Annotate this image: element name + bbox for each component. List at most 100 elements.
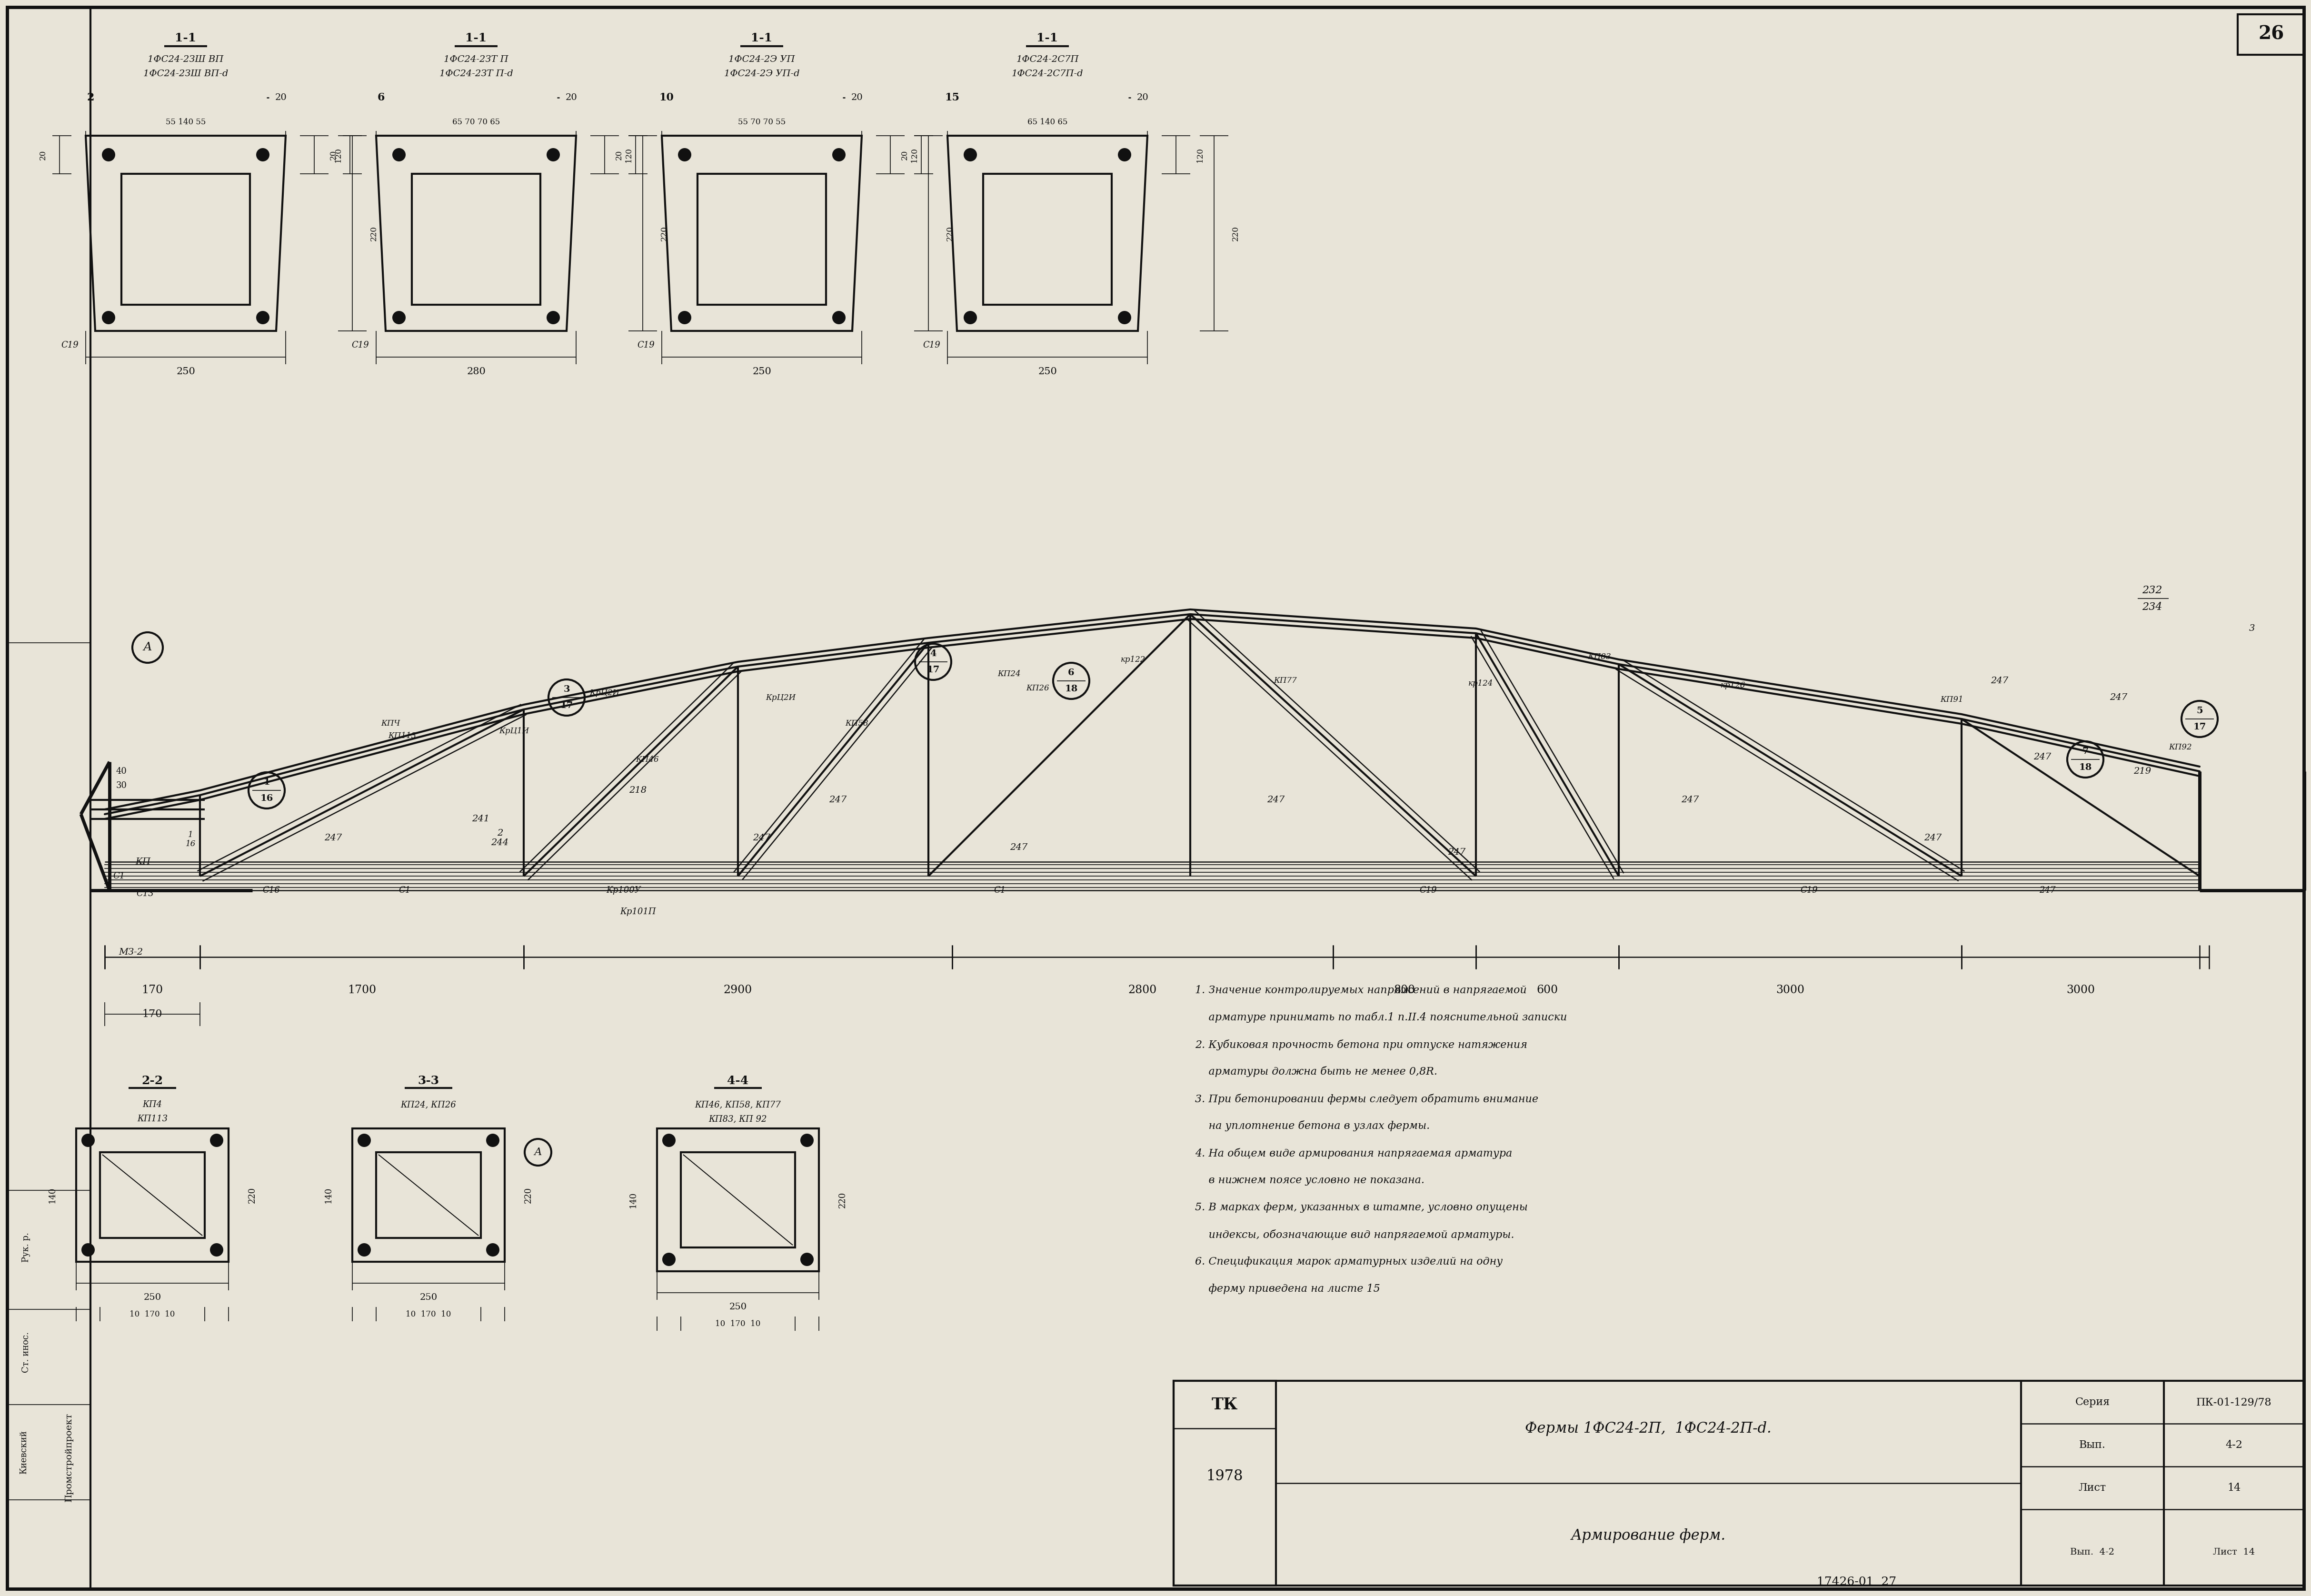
Text: 18: 18 (2080, 763, 2091, 772)
Text: 800: 800 (1394, 985, 1414, 996)
Text: КрЦ2И: КрЦ2И (589, 689, 619, 697)
Text: 20: 20 (901, 150, 908, 160)
Text: 65 140 65: 65 140 65 (1028, 118, 1068, 126)
Text: 10  170  10: 10 170 10 (129, 1310, 176, 1318)
Text: КП91: КП91 (1941, 696, 1964, 704)
Text: в нижнем поясе условно не показана.: в нижнем поясе условно не показана. (1195, 1175, 1424, 1186)
Text: 26: 26 (2258, 26, 2283, 43)
Text: 250: 250 (176, 367, 194, 377)
Text: 120: 120 (335, 147, 342, 163)
Text: 247: 247 (2038, 886, 2054, 895)
Text: 40: 40 (116, 768, 127, 776)
Text: Фермы 1ФС24-2П,  1ФС24-2П-d.: Фермы 1ФС24-2П, 1ФС24-2П-d. (1525, 1420, 1773, 1436)
Text: 250: 250 (730, 1302, 746, 1312)
Text: 20: 20 (328, 150, 337, 160)
Text: 220: 220 (370, 225, 377, 241)
Text: 55 70 70 55: 55 70 70 55 (737, 118, 786, 126)
Text: арматуре принимать по табл.1 п.II.4 пояснительной записки: арматуре принимать по табл.1 п.II.4 пояс… (1195, 1012, 1567, 1023)
Text: кр126: кр126 (1722, 681, 1745, 689)
Circle shape (663, 1133, 675, 1148)
Text: ПК-01-129/78: ПК-01-129/78 (2195, 1396, 2272, 1408)
Text: 247: 247 (1925, 833, 1941, 843)
Text: Вып.: Вып. (2080, 1440, 2105, 1451)
Text: 247: 247 (830, 796, 846, 804)
Text: Ст. инос.: Ст. инос. (21, 1331, 30, 1373)
Circle shape (102, 311, 116, 324)
Text: 1-1: 1-1 (176, 32, 196, 43)
Text: 10  170  10: 10 170 10 (714, 1320, 760, 1328)
Circle shape (548, 148, 559, 161)
Circle shape (832, 311, 846, 324)
Text: 30: 30 (116, 782, 127, 790)
Text: 120: 120 (624, 147, 633, 163)
Text: С1: С1 (400, 886, 411, 895)
Text: кр124: кр124 (1467, 680, 1493, 688)
Text: КП46, КП58, КП77: КП46, КП58, КП77 (696, 1100, 781, 1109)
Circle shape (485, 1243, 499, 1256)
Circle shape (1119, 311, 1130, 324)
Text: КП113: КП113 (136, 1114, 169, 1124)
Text: 17426-01  27: 17426-01 27 (1816, 1577, 1897, 1586)
Text: 55 140 55: 55 140 55 (166, 118, 206, 126)
Text: 18: 18 (1065, 685, 1077, 693)
Text: 247: 247 (1266, 796, 1285, 804)
Text: Вып.  4-2: Вып. 4-2 (2071, 1548, 2115, 1556)
Text: 20: 20 (850, 93, 862, 102)
Text: 3000: 3000 (1775, 985, 1805, 996)
Text: 1-1: 1-1 (465, 32, 488, 43)
Circle shape (800, 1133, 813, 1148)
Text: С19: С19 (351, 342, 370, 350)
Circle shape (800, 1253, 813, 1266)
Text: Кр101П: Кр101П (619, 908, 656, 916)
Text: Промстройпроект: Промстройпроект (65, 1412, 74, 1502)
Text: КП77: КП77 (1273, 677, 1296, 685)
Circle shape (358, 1243, 370, 1256)
Text: КрЦ1И: КрЦ1И (499, 726, 529, 734)
Text: 4-2: 4-2 (2225, 1440, 2242, 1451)
Circle shape (257, 311, 270, 324)
Text: С13: С13 (136, 889, 155, 899)
Text: 15: 15 (945, 93, 959, 102)
Text: 20: 20 (39, 150, 46, 160)
Text: С16: С16 (263, 886, 280, 895)
Text: 3: 3 (564, 685, 571, 694)
Text: 170: 170 (143, 1009, 162, 1020)
Text: 140: 140 (324, 1187, 333, 1203)
Text: ферму приведена на листе 15: ферму приведена на листе 15 (1195, 1283, 1380, 1294)
Text: КП83: КП83 (1588, 653, 1611, 661)
Text: 3: 3 (2249, 624, 2256, 632)
Text: С19: С19 (922, 342, 941, 350)
Text: 1ФС24-2С7П-d: 1ФС24-2С7П-d (1012, 70, 1084, 78)
Text: 1ФС24-2Э УП-d: 1ФС24-2Э УП-d (723, 70, 800, 78)
Text: 2. Кубиковая прочность бетона при отпуске натяжения: 2. Кубиковая прочность бетона при отпуск… (1195, 1039, 1528, 1050)
Text: КП: КП (134, 857, 150, 867)
Text: КП92: КП92 (2170, 744, 2193, 752)
Text: 1-1: 1-1 (751, 32, 772, 43)
Text: 247: 247 (1682, 796, 1699, 804)
Text: 1. Значение контролируемых напряжений в напрягаемой: 1. Значение контролируемых напряжений в … (1195, 985, 1528, 996)
Text: 1700: 1700 (347, 985, 377, 996)
Text: 1ФС24-2ЗШ ВП-d: 1ФС24-2ЗШ ВП-d (143, 70, 229, 78)
Circle shape (81, 1133, 95, 1148)
Text: 6: 6 (377, 93, 384, 102)
Text: 120: 120 (911, 147, 917, 163)
Text: 5: 5 (2195, 707, 2202, 715)
Circle shape (663, 1253, 675, 1266)
Text: А: А (534, 1148, 543, 1157)
Bar (2237, 14, 2304, 54)
Text: КП113: КП113 (388, 731, 416, 739)
Text: 2: 2 (88, 93, 95, 102)
Text: КрЦ2И: КрЦ2И (765, 694, 795, 702)
Text: Киевский: Киевский (18, 1430, 28, 1475)
Text: индексы, обозначающие вид напрягаемой арматуры.: индексы, обозначающие вид напрягаемой ар… (1195, 1229, 1514, 1240)
Circle shape (210, 1243, 224, 1256)
Text: КПЧ: КПЧ (381, 720, 400, 728)
Text: Лист  14: Лист 14 (2214, 1548, 2256, 1556)
Text: С1: С1 (113, 871, 125, 881)
Circle shape (210, 1133, 224, 1148)
Text: 250: 250 (143, 1293, 162, 1302)
Text: 250: 250 (753, 367, 772, 377)
Text: А: А (143, 642, 153, 653)
Text: С19: С19 (638, 342, 654, 350)
Text: 247: 247 (1010, 843, 1028, 852)
